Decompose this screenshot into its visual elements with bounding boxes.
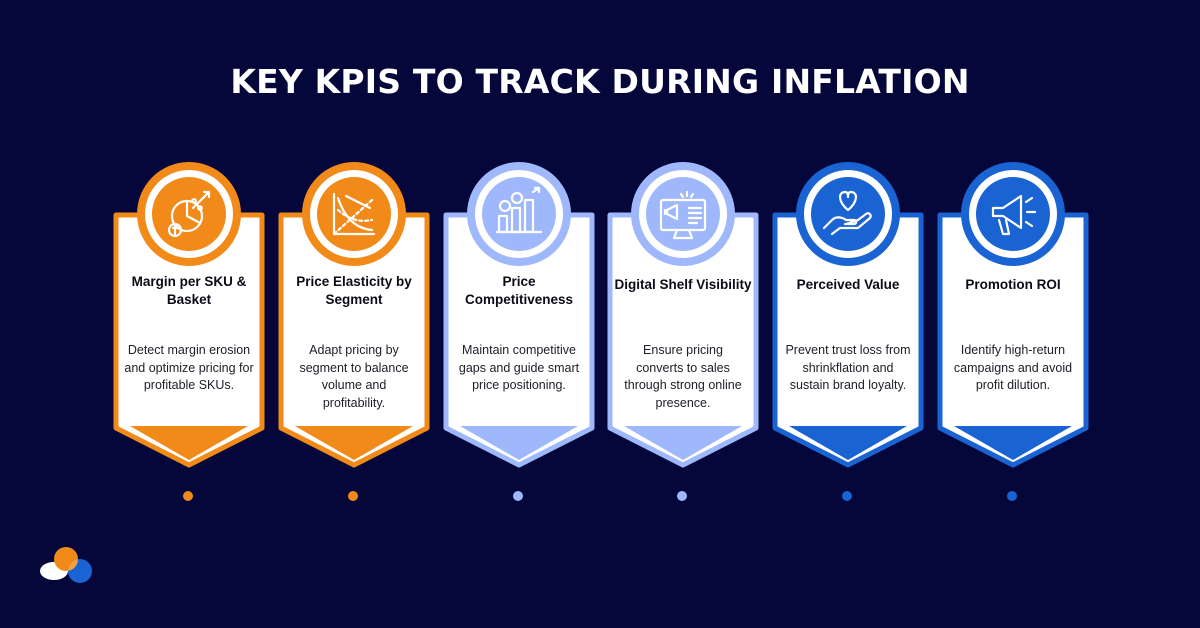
card-description: Identify high-return campaigns and avoid…: [953, 343, 1073, 392]
kpi-card: Price Elasticity by Segment Adapt pricing…: [277, 158, 431, 468]
card-title: Margin per SKU & Basket: [131, 274, 247, 307]
timeline-dot: [513, 491, 523, 501]
card-frame: [607, 162, 759, 468]
brand-logo: [40, 547, 92, 583]
kpi-card: Price Competitiveness Maintain competitiv…: [442, 158, 596, 468]
card-frame: [278, 162, 430, 468]
timeline-dot: [183, 491, 193, 501]
card-description: Prevent trust loss from shrinkflation an…: [785, 343, 911, 392]
price-bars-icon: [495, 186, 543, 234]
card-frame: [113, 162, 265, 468]
card-description: Detect margin erosion and optimize prici…: [124, 343, 254, 392]
page-title: KEY KPIS TO TRACK DURING INFLATION: [230, 62, 970, 101]
card-title: Price Elasticity by Segment: [296, 274, 412, 307]
margin-chart-icon: [167, 190, 211, 238]
timeline-dot: [1007, 491, 1017, 501]
kpi-card: Margin per SKU & Basket Detect margin ero…: [112, 158, 266, 468]
megaphone-icon: [991, 194, 1037, 236]
card-title: Digital Shelf Visibility: [614, 277, 752, 292]
monitor-megaphone-icon: [659, 190, 707, 240]
card-title: Price Competitiveness: [464, 274, 574, 307]
kpi-card: Digital Shelf Visibility Ensure pricing c…: [606, 158, 760, 468]
timeline-dot: [677, 491, 687, 501]
card-frame: [443, 162, 595, 468]
heart-hand-icon: [822, 190, 872, 236]
timeline-dot: [348, 491, 358, 501]
card-description: Maintain competitive gaps and guide smar…: [458, 343, 580, 392]
card-description: Adapt pricing by segment to balance volu…: [299, 343, 409, 410]
card-frame: [937, 162, 1089, 468]
elasticity-graph-icon: [332, 192, 376, 236]
card-frame: [772, 162, 924, 468]
card-title: Perceived Value: [796, 277, 900, 292]
timeline-dot: [842, 491, 852, 501]
card-description: Ensure pricing converts to sales through…: [624, 343, 742, 410]
kpi-card: Perceived Value Prevent trust loss from s…: [771, 158, 925, 468]
kpi-card: Promotion ROI Identify high-return campai…: [936, 158, 1090, 468]
card-title: Promotion ROI: [965, 277, 1061, 292]
